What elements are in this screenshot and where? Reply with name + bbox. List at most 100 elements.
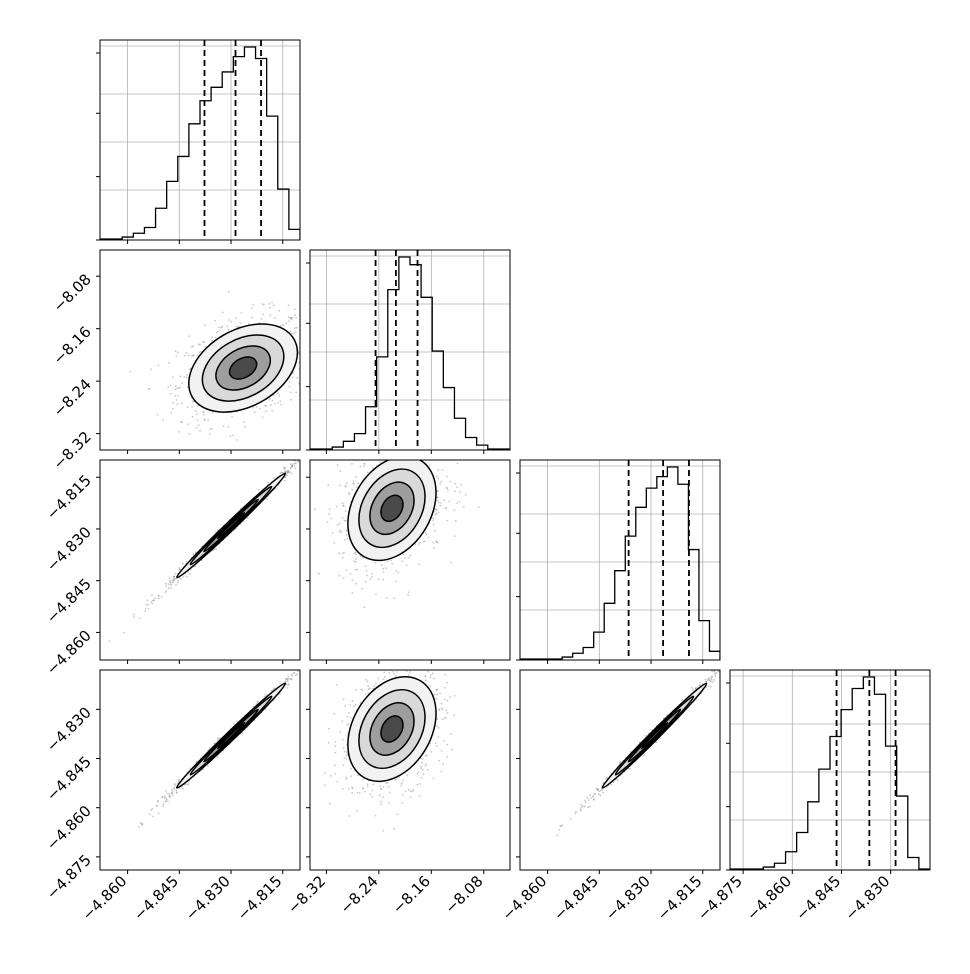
sample-point xyxy=(425,679,427,681)
sample-point xyxy=(172,795,174,797)
sample-point xyxy=(355,704,357,706)
x-tick-label: −4.860 xyxy=(743,872,795,924)
sample-point xyxy=(298,456,300,458)
sample-point xyxy=(400,644,402,646)
sample-point xyxy=(158,598,160,600)
sample-point xyxy=(302,477,304,479)
sample-point xyxy=(303,355,305,357)
sample-point xyxy=(372,790,374,792)
sample-point xyxy=(353,706,355,708)
sample-point xyxy=(418,563,420,565)
sample-point xyxy=(173,576,175,578)
sample-point xyxy=(404,557,406,559)
sample-point xyxy=(172,581,174,583)
sample-point xyxy=(284,681,286,683)
sample-point xyxy=(365,565,367,567)
sample-point xyxy=(409,555,411,557)
sample-point xyxy=(322,444,324,446)
sample-point xyxy=(188,354,190,356)
sample-point xyxy=(230,321,232,323)
sample-point xyxy=(220,326,222,328)
sample-point xyxy=(454,455,456,457)
sample-point xyxy=(435,698,437,700)
sample-point xyxy=(288,320,290,322)
sample-point xyxy=(290,391,292,393)
sample-point xyxy=(350,775,352,777)
density-panel xyxy=(130,291,346,473)
sample-point xyxy=(203,418,205,420)
sample-point xyxy=(293,672,295,674)
sample-point xyxy=(209,433,211,435)
sample-point xyxy=(169,577,171,579)
sample-point xyxy=(408,674,410,676)
sample-point xyxy=(311,362,313,364)
sample-point xyxy=(295,674,297,676)
sample-point xyxy=(265,405,267,407)
sample-point xyxy=(306,453,308,455)
sample-point xyxy=(442,763,444,765)
sample-point xyxy=(400,785,402,787)
sample-point xyxy=(152,600,154,602)
sample-point xyxy=(465,494,467,496)
sample-point xyxy=(186,576,188,578)
sample-point xyxy=(440,750,442,752)
sample-point xyxy=(178,779,180,781)
contour-level xyxy=(217,512,246,540)
sample-point xyxy=(171,583,173,585)
sample-point xyxy=(251,317,253,319)
sample-point xyxy=(358,650,360,652)
sample-point xyxy=(291,317,293,319)
sample-point xyxy=(433,677,435,679)
sample-point xyxy=(175,573,177,575)
sample-point xyxy=(303,667,305,669)
sample-point xyxy=(429,464,431,466)
sample-point xyxy=(435,513,437,515)
sample-point xyxy=(380,457,382,459)
sample-point xyxy=(383,679,385,681)
sample-point xyxy=(382,579,384,581)
sample-point xyxy=(390,559,392,561)
sample-point xyxy=(174,579,176,581)
sample-point xyxy=(367,783,369,785)
sample-point xyxy=(349,704,351,706)
sample-point xyxy=(175,395,177,397)
sample-point xyxy=(361,588,363,590)
sample-point xyxy=(269,314,271,316)
sample-point xyxy=(175,789,177,791)
sample-point xyxy=(384,676,386,678)
sample-point xyxy=(456,653,458,655)
sample-point xyxy=(164,795,166,797)
sample-point xyxy=(181,421,183,423)
sample-point xyxy=(296,377,298,379)
y-tick-label: −4.830 xyxy=(43,703,95,755)
sample-point xyxy=(334,745,336,747)
sample-point xyxy=(430,674,432,676)
sample-point xyxy=(419,439,421,441)
sample-point xyxy=(422,769,424,771)
sample-point xyxy=(267,481,269,483)
sample-point xyxy=(141,824,143,826)
sample-point xyxy=(178,431,180,433)
sample-point xyxy=(447,712,449,714)
y-tick-label: −8.16 xyxy=(50,323,95,368)
sample-point xyxy=(198,424,200,426)
sample-point xyxy=(295,317,297,319)
sample-point xyxy=(139,617,141,619)
sample-point xyxy=(349,573,351,575)
sample-point xyxy=(385,782,387,784)
sample-point xyxy=(407,457,409,459)
sample-point xyxy=(343,552,345,554)
sample-point xyxy=(435,742,437,744)
sample-point xyxy=(298,460,300,462)
sample-point xyxy=(388,802,390,804)
sample-point xyxy=(251,307,253,309)
sample-point xyxy=(738,650,740,652)
sample-point xyxy=(446,756,448,758)
sample-point xyxy=(319,343,321,345)
sample-point xyxy=(442,469,444,471)
sample-point xyxy=(408,591,410,593)
sample-point xyxy=(375,815,377,817)
sample-point xyxy=(356,569,358,571)
sample-point xyxy=(217,756,219,758)
sample-point xyxy=(405,790,407,792)
